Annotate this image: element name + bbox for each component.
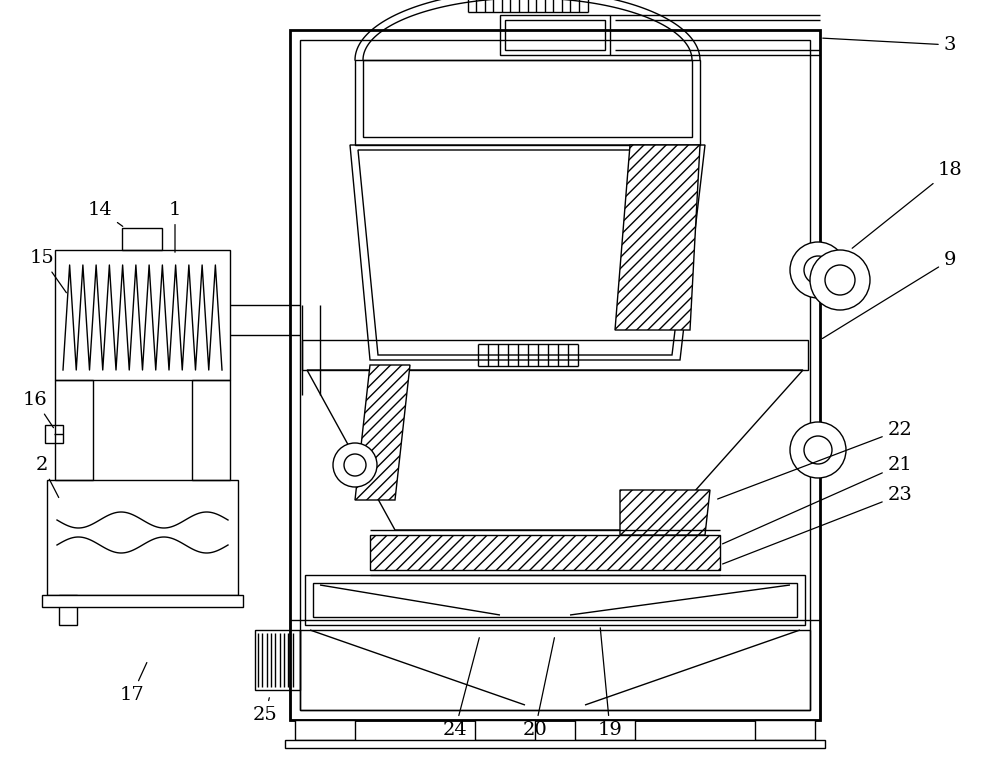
Bar xyxy=(755,720,815,740)
Text: 23: 23 xyxy=(723,486,912,564)
Text: 21: 21 xyxy=(723,456,912,544)
Bar xyxy=(363,60,692,137)
Circle shape xyxy=(790,242,846,298)
Bar xyxy=(300,40,810,710)
Text: 19: 19 xyxy=(598,628,622,739)
Bar xyxy=(122,228,162,250)
Polygon shape xyxy=(620,490,710,535)
Bar xyxy=(55,380,93,480)
Circle shape xyxy=(344,454,366,476)
Text: 17: 17 xyxy=(120,662,147,704)
Text: 1: 1 xyxy=(169,201,181,252)
Circle shape xyxy=(804,436,832,464)
Bar xyxy=(370,535,720,570)
Polygon shape xyxy=(355,365,410,500)
Text: 2: 2 xyxy=(36,456,59,497)
Circle shape xyxy=(333,443,377,487)
Text: 14: 14 xyxy=(88,201,123,226)
Circle shape xyxy=(804,256,832,284)
Bar xyxy=(47,480,238,595)
Bar xyxy=(59,595,77,625)
Text: 24: 24 xyxy=(443,638,479,739)
Bar xyxy=(313,583,797,617)
Circle shape xyxy=(790,422,846,478)
Bar xyxy=(290,620,820,720)
Text: 22: 22 xyxy=(718,421,912,499)
Bar xyxy=(500,15,610,55)
Bar xyxy=(55,250,230,380)
Bar xyxy=(305,575,805,625)
Polygon shape xyxy=(615,145,700,330)
Bar xyxy=(45,425,63,443)
Bar xyxy=(255,630,300,690)
Bar xyxy=(302,340,808,370)
Text: 25: 25 xyxy=(253,698,277,724)
Circle shape xyxy=(825,265,855,295)
Bar xyxy=(575,720,635,740)
Bar xyxy=(285,740,825,748)
Bar xyxy=(192,380,230,480)
Text: 20: 20 xyxy=(523,638,554,739)
Bar xyxy=(42,595,243,607)
Bar xyxy=(295,720,355,740)
Text: 15: 15 xyxy=(30,249,66,293)
Text: 16: 16 xyxy=(23,391,53,428)
Text: 3: 3 xyxy=(823,36,956,54)
Bar xyxy=(475,720,535,740)
Bar xyxy=(355,60,700,145)
Bar xyxy=(300,630,810,710)
Bar xyxy=(505,20,605,50)
Text: 18: 18 xyxy=(852,161,962,248)
Text: 9: 9 xyxy=(822,251,956,338)
Bar xyxy=(290,30,820,720)
Circle shape xyxy=(810,250,870,310)
